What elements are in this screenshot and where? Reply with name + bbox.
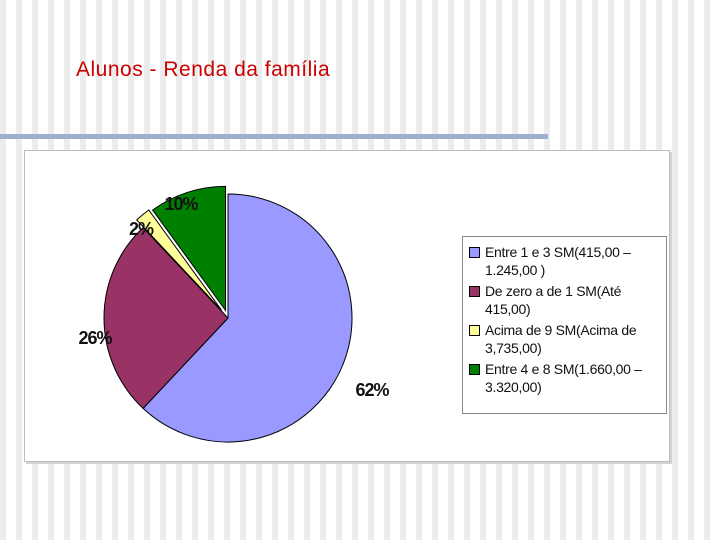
slice-percent-label: 62%: [355, 380, 389, 400]
legend-swatch: [469, 286, 480, 297]
legend-label: Acima de 9 SM(Acima de 3,735,00): [485, 322, 637, 356]
slide-title: Alunos - Renda da família: [76, 58, 331, 81]
pie-slice: [103, 226, 229, 410]
legend-item: Entre 4 e 8 SM(1.660,00 – 3.320,00): [469, 360, 660, 396]
legend-label: Entre 1 e 3 SM(415,00 – 1.245,00 ): [485, 244, 631, 278]
title-divider: [0, 134, 548, 139]
legend-swatch: [469, 247, 480, 258]
chart-area: 62% 26% 2% 10% Entre 1 e 3 SM(415,00 – 1.24…: [24, 150, 670, 462]
legend-item: Entre 1 e 3 SM(415,00 – 1.245,00 ): [469, 243, 660, 279]
pie-slice: [151, 185, 227, 312]
chart-legend: Entre 1 e 3 SM(415,00 – 1.245,00 ) De zer…: [462, 236, 667, 414]
legend-item: Acima de 9 SM(Acima de 3,735,00): [469, 321, 660, 357]
legend-swatch: [469, 364, 480, 375]
slice-percent-label: 26%: [78, 328, 112, 348]
slice-percent-label: 2%: [129, 219, 154, 239]
legend-item: De zero a de 1 SM(Até 415,00): [469, 282, 660, 318]
legend-swatch: [469, 325, 480, 336]
slice-percent-label: 10%: [164, 194, 198, 214]
pie-chart: 62% 26% 2% 10%: [78, 185, 391, 443]
legend-label: Entre 4 e 8 SM(1.660,00 – 3.320,00): [485, 361, 642, 395]
pie-slice: [136, 209, 223, 311]
legend-label: De zero a de 1 SM(Até 415,00): [485, 283, 622, 317]
pie-slice: [142, 193, 353, 443]
